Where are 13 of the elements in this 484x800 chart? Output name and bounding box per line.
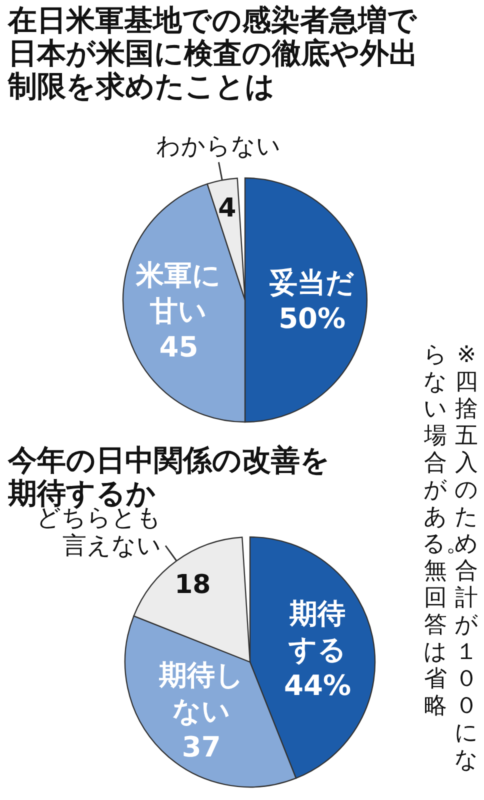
slice-label: 妥当だ (268, 266, 355, 299)
data-label: 44% (284, 669, 352, 702)
slice-label: わからない (156, 132, 282, 160)
slice-label: 期待しない (158, 658, 244, 728)
data-label: 50% (278, 302, 346, 335)
text: ※四捨五入のため合計が１００にならない場合がある。無回答は省略 (422, 342, 478, 773)
data-label: 45 (159, 330, 198, 364)
slice-label: 期待する (288, 597, 347, 666)
slice-label: 米軍に甘い (135, 258, 222, 328)
chart-title: 在日米軍基地での感染者急増で日本が米国に検査の徹底や外出制限を求めたことは (8, 3, 419, 103)
data-label: 37 (182, 730, 221, 764)
data-label: 4 (218, 194, 236, 224)
data-label: 18 (174, 570, 211, 600)
